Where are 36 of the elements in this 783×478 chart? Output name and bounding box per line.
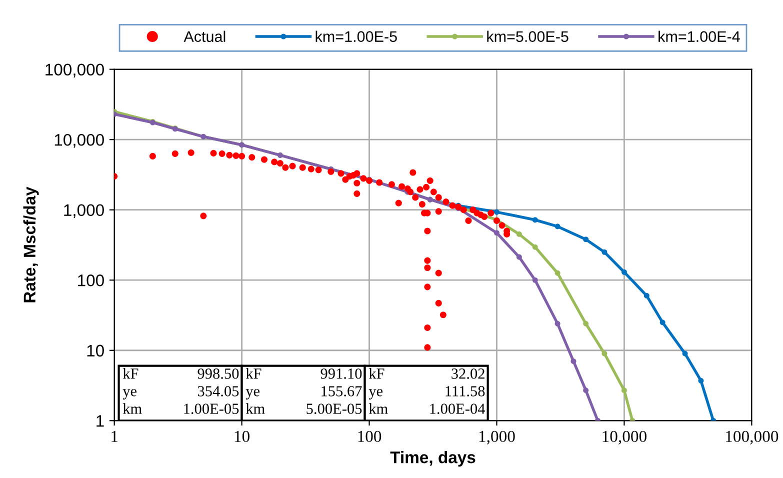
annotation: km [368,403,388,414]
y-tick-label: 10,000 [54,134,104,148]
annotation: ye [368,388,383,400]
legend-label: km=1.00E-4 [658,30,740,42]
annotation: km [246,403,265,414]
x-tick-label: 1 [112,430,118,442]
legend-label: km=1.00E-5 [316,30,397,42]
x-tick-label: 100 [358,430,382,442]
x-tick-label: 10,000 [602,430,646,444]
y-tick-label: 1,000 [64,204,104,218]
annotation: 991.10 [320,368,362,379]
annotation: kF [368,368,384,379]
x-tick-label: 100,000 [726,430,778,444]
y-tick-label: 100 [78,274,104,286]
annotation: 1.00E-05 [184,404,239,414]
annotation: 1.00E-04 [430,404,486,414]
annotation: km [122,403,142,414]
legend-label: Actual [184,30,226,42]
y-axis-title: Rate, Mscf/day [23,186,39,302]
y-tick-label: 1 [96,415,104,427]
annotation: 998.50 [198,368,239,379]
x-axis-title: Time, days [390,451,476,467]
annotation: kF [246,368,262,379]
annotation: kF [122,368,138,379]
annotation: ye [122,388,136,400]
annotation: ye [246,388,260,400]
y-tick-label: 10 [87,344,104,357]
x-tick-label: 1,000 [479,430,515,444]
x-tick-label: 10 [234,430,250,442]
annotation: 155.67 [322,386,362,396]
legend-label: km=5.00E-5 [487,30,568,42]
annotation: 5.00E-05 [306,404,362,414]
annotation: 32.02 [452,368,484,379]
y-tick-label: 100,000 [46,64,104,78]
annotation: 354.05 [198,386,239,396]
annotation: 111.58 [446,386,485,396]
